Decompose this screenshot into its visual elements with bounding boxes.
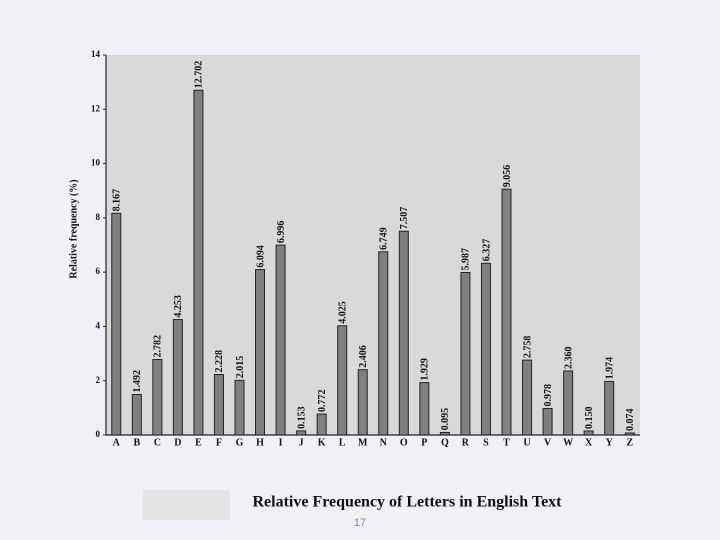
value-label: 0.153 <box>296 406 307 429</box>
x-tick-label: G <box>236 437 244 448</box>
bar <box>275 244 286 436</box>
x-tick-label: R <box>462 437 470 448</box>
x-tick-label: M <box>358 437 368 448</box>
value-label: 2.360 <box>563 346 574 369</box>
value-label: 2.228 <box>214 350 225 373</box>
x-tick-label: Q <box>441 437 449 448</box>
y-tick-label: 4 <box>96 320 101 330</box>
x-tick-label: S <box>483 437 489 448</box>
x-tick-label: L <box>339 437 346 448</box>
value-label: 2.406 <box>358 345 369 368</box>
x-tick-label: O <box>400 437 408 448</box>
bar <box>357 369 368 436</box>
value-label: 4.025 <box>337 301 348 324</box>
value-label: 1.974 <box>604 357 615 380</box>
y-tick-label: 2 <box>96 375 101 385</box>
value-label: 0.150 <box>584 406 595 429</box>
bar <box>624 432 635 436</box>
x-tick-label: T <box>503 437 510 448</box>
bar <box>152 358 163 436</box>
bar <box>419 382 430 436</box>
x-tick-label: U <box>523 437 530 448</box>
value-label: 8.167 <box>112 189 123 212</box>
value-label: 6.327 <box>481 239 492 262</box>
x-tick-label: X <box>585 437 593 448</box>
value-label: 1.929 <box>420 358 431 381</box>
x-tick-label: B <box>133 437 140 448</box>
value-label: 0.772 <box>317 390 328 413</box>
bar <box>337 325 348 436</box>
x-tick-label: F <box>216 437 222 448</box>
bar <box>131 394 142 436</box>
y-tick-label: 8 <box>96 212 101 222</box>
bar <box>111 212 122 436</box>
value-label: 5.987 <box>461 248 472 271</box>
x-tick-label: W <box>563 437 573 448</box>
value-label: 2.758 <box>522 336 533 359</box>
value-label: 6.094 <box>255 245 266 268</box>
value-label: 2.782 <box>153 335 164 358</box>
bar <box>172 319 183 436</box>
x-tick-label: A <box>113 437 121 448</box>
bar <box>563 370 574 436</box>
value-label: 0.074 <box>625 408 636 431</box>
value-label: 2.015 <box>235 356 246 379</box>
x-tick-label: J <box>299 437 304 448</box>
plot-area <box>106 55 640 435</box>
chart-title: Relative Frequency of Letters in English… <box>252 494 562 511</box>
value-label: 0.978 <box>543 384 554 407</box>
x-tick-label: K <box>318 437 326 448</box>
bar <box>480 262 491 436</box>
bar <box>460 271 471 436</box>
y-tick-label: 12 <box>91 103 101 113</box>
x-tick-label: V <box>544 437 552 448</box>
x-tick-label: Z <box>626 437 633 448</box>
bar <box>604 380 615 436</box>
y-tick-label: 14 <box>91 49 101 59</box>
value-label: 0.095 <box>440 408 451 431</box>
bar <box>439 431 450 436</box>
bar <box>296 430 307 436</box>
x-tick-label: H <box>256 437 264 448</box>
slide-number: 17 <box>354 517 366 529</box>
x-tick-label: I <box>279 437 283 448</box>
x-tick-label: C <box>154 437 161 448</box>
x-tick-label: Y <box>606 437 614 448</box>
bar <box>501 188 512 436</box>
x-tick-label: D <box>174 437 181 448</box>
bar <box>398 230 409 436</box>
x-tick-label: E <box>195 437 202 448</box>
y-tick-label: 0 <box>96 429 101 439</box>
value-label: 9.056 <box>502 165 513 188</box>
value-label: 12.702 <box>194 61 205 89</box>
placeholder-box <box>143 490 230 520</box>
value-label: 7.507 <box>399 207 410 230</box>
bar <box>522 359 533 436</box>
bar <box>378 251 389 436</box>
bar <box>213 374 224 436</box>
value-label: 4.253 <box>173 295 184 318</box>
bar <box>234 379 245 436</box>
bar <box>583 430 594 436</box>
value-label: 6.996 <box>276 221 287 244</box>
y-tick-label: 6 <box>96 266 101 276</box>
bar <box>193 89 204 436</box>
bar <box>316 413 327 436</box>
bar <box>542 407 553 436</box>
bar <box>255 269 266 436</box>
y-axis-label: Relative frequency (%) <box>68 179 79 278</box>
value-label: 1.492 <box>132 370 143 393</box>
x-tick-label: N <box>380 437 388 448</box>
y-tick-label: 10 <box>91 158 101 168</box>
value-label: 6.749 <box>379 227 390 250</box>
x-tick-label: P <box>421 437 427 448</box>
